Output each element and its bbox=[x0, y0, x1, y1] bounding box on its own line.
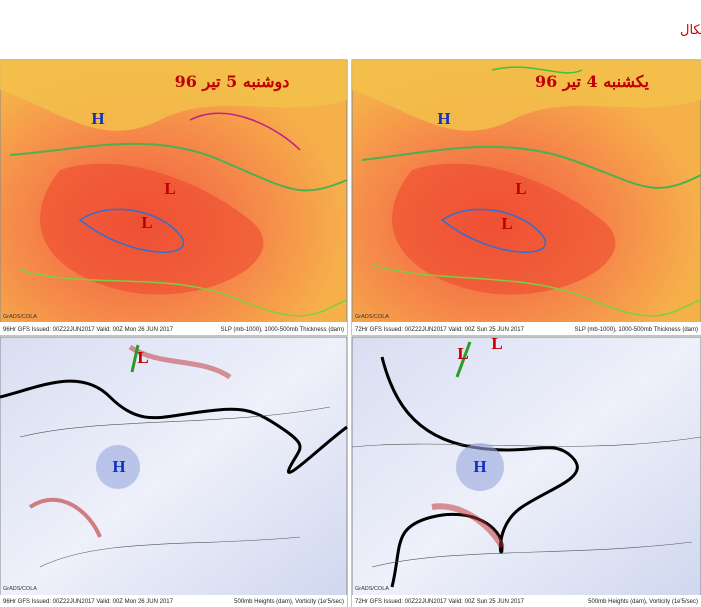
footer-right: SLP (mb-1000), 1000-500mb Thickness (dam… bbox=[220, 327, 344, 333]
footer-left: 96Hr GFS Issued: 00Z22JUN2017 Valid: 00Z… bbox=[3, 327, 174, 333]
marker: L bbox=[491, 334, 502, 353]
marker: L bbox=[501, 214, 512, 233]
footer-left: 96Hr GFS Issued: 00Z22JUN2017 Valid: 00Z… bbox=[3, 599, 174, 605]
panel: L L H GrADS/COLA 72Hr GFS Issued: 00Z22J… bbox=[351, 334, 701, 607]
marker: L bbox=[137, 348, 148, 367]
marker: H bbox=[473, 457, 486, 476]
footer-right: SLP (mb-1000), 1000-500mb Thickness (dam… bbox=[574, 327, 698, 333]
footer-left: 72Hr GFS Issued: 00Z22JUN2017 Valid: 00Z… bbox=[355, 599, 525, 605]
marker: H bbox=[91, 109, 104, 128]
panel: دوشنبه 5 تیر 96 H L L GrADS/COLA 96Hr GF… bbox=[0, 59, 348, 336]
credit: GrADS/COLA bbox=[3, 314, 37, 320]
panel-heading: یکشنبه 4 تیر 96 bbox=[535, 72, 650, 92]
figure-title: الگوی ارتفاع تراز (دکامتر)، تاوایی (وارو… bbox=[680, 22, 701, 38]
credit: GrADS/COLA bbox=[355, 586, 389, 592]
marker: L bbox=[141, 213, 152, 232]
panel: L H GrADS/COLA 96Hr GFS Issued: 00Z22JUN… bbox=[0, 336, 348, 607]
marker: H bbox=[437, 109, 450, 128]
panel: یکشنبه 4 تیر 96 H L L GrADS/COLA 72Hr GF… bbox=[351, 59, 701, 336]
footer-right: 500mb Heights (dam), Vorticity (1e'5/sec… bbox=[588, 599, 698, 605]
credit: GrADS/COLA bbox=[355, 314, 389, 320]
marker: L bbox=[457, 344, 468, 363]
marker: L bbox=[164, 179, 175, 198]
footer-left: 72Hr GFS Issued: 00Z22JUN2017 Valid: 00Z… bbox=[355, 327, 525, 333]
marker: L bbox=[515, 179, 526, 198]
panel-heading: دوشنبه 5 تیر 96 bbox=[175, 72, 290, 92]
marker: H bbox=[112, 457, 125, 476]
credit: GrADS/COLA bbox=[3, 586, 37, 592]
footer-right: 500mb Heights (dam), Vorticity (1e'5/sec… bbox=[234, 599, 344, 605]
